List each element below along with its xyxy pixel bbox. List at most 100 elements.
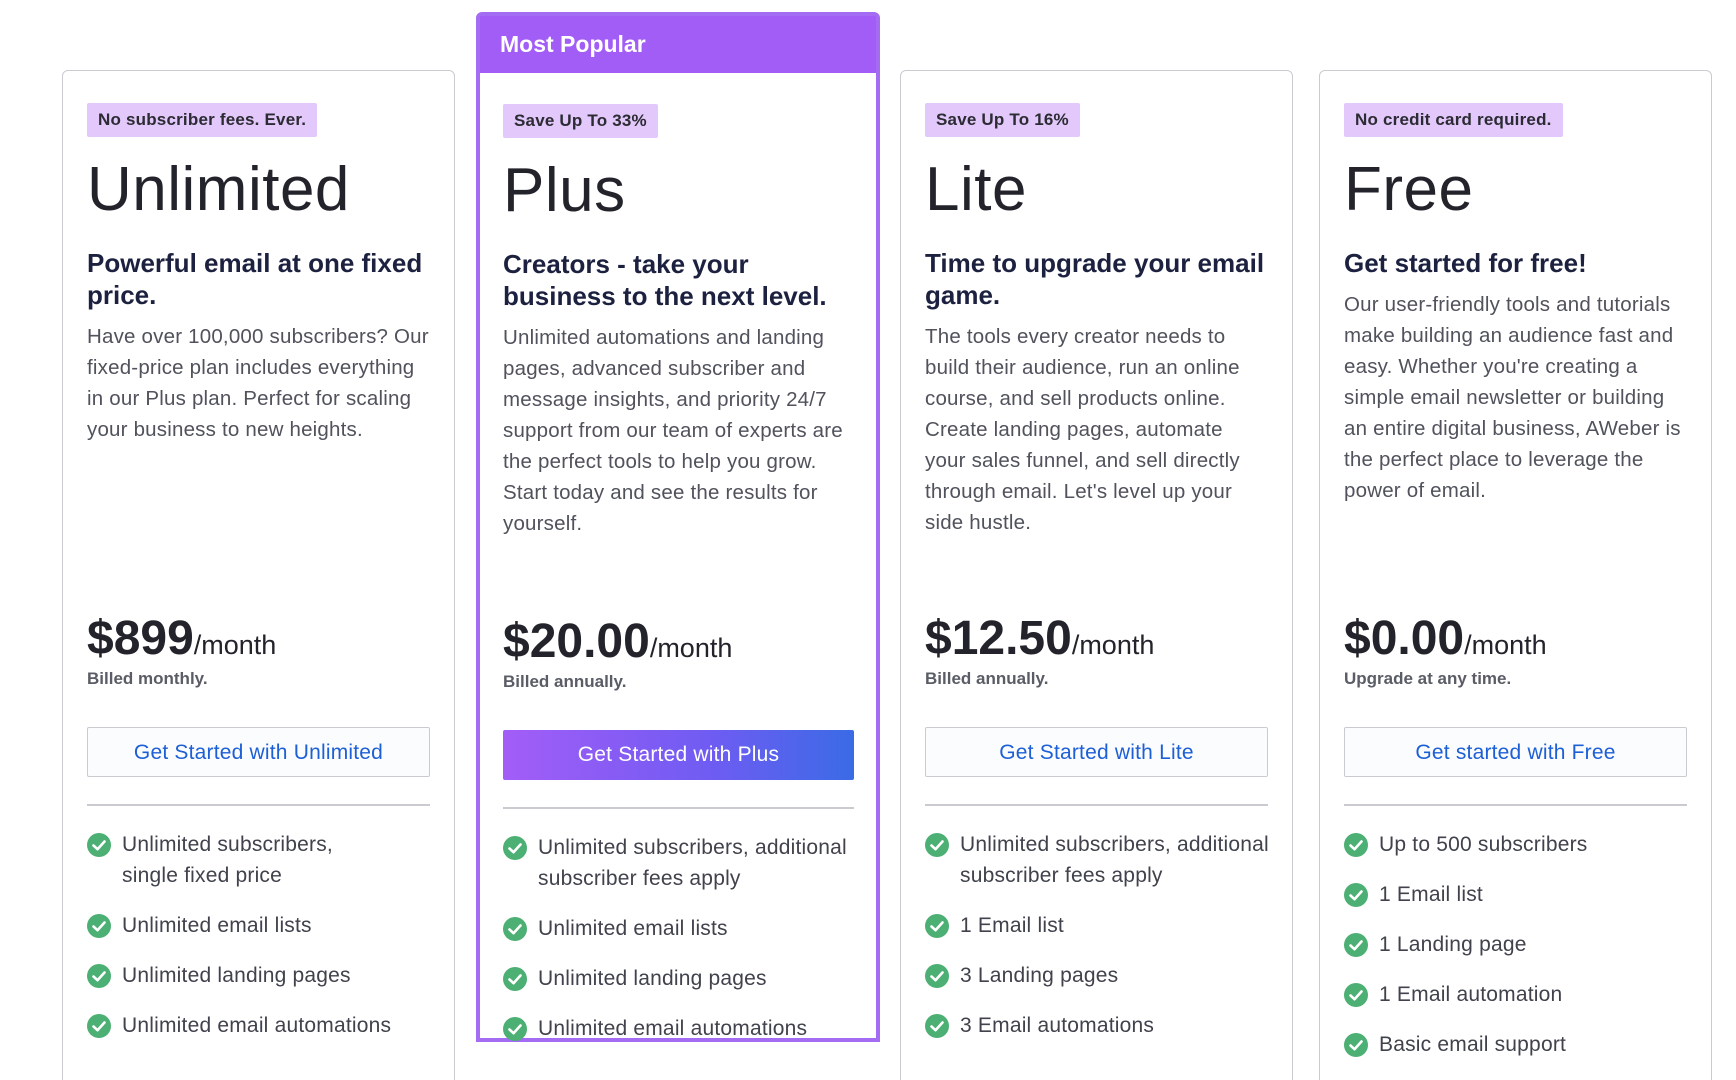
feature-item: 3 Landing pages bbox=[925, 960, 1282, 991]
get-started-lite-button[interactable]: Get Started with Lite bbox=[925, 727, 1268, 777]
feature-item: Unlimited subscribers, additional subscr… bbox=[925, 829, 1282, 891]
check-circle-icon bbox=[1344, 933, 1368, 957]
feature-label: 1 Landing page bbox=[1379, 933, 1527, 956]
plan-header: Save Up To 33% Plus Creators - take your… bbox=[503, 104, 854, 539]
check-circle-icon bbox=[87, 964, 111, 988]
divider bbox=[503, 807, 854, 809]
check-circle-icon bbox=[1344, 983, 1368, 1007]
feature-item: Unlimited subscribers, additional subscr… bbox=[503, 832, 866, 894]
feature-item: 1 Email list bbox=[1344, 879, 1701, 910]
plan-card-lite: Save Up To 16% Lite Time to upgrade your… bbox=[900, 70, 1293, 1080]
plan-badge: Save Up To 16% bbox=[925, 103, 1080, 137]
plan-name: Plus bbox=[503, 156, 626, 225]
feature-item: 1 Email list bbox=[925, 910, 1282, 941]
feature-item: 1 Landing page bbox=[1344, 929, 1701, 960]
feature-label: 3 Email automations bbox=[960, 1014, 1155, 1037]
check-circle-icon bbox=[503, 836, 527, 860]
plan-card-unlimited: No subscriber fees. Ever. Unlimited Powe… bbox=[62, 70, 455, 1080]
billing-note: Billed monthly. bbox=[87, 669, 208, 688]
feature-list: Unlimited subscribers, additional subscr… bbox=[925, 829, 1282, 1060]
check-circle-icon bbox=[925, 1014, 949, 1038]
price-period: /month bbox=[193, 630, 277, 660]
divider bbox=[1344, 804, 1687, 806]
feature-label: Unlimited email automations bbox=[122, 1014, 392, 1037]
feature-label: 1 Email list bbox=[960, 914, 1064, 937]
feature-label: 1 Email automation bbox=[1379, 983, 1563, 1006]
plan-name: Free bbox=[1344, 155, 1474, 224]
feature-label: Unlimited landing pages bbox=[122, 964, 351, 987]
feature-item: Unlimited email automations bbox=[87, 1010, 444, 1041]
plan-header: No subscriber fees. Ever. Unlimited Powe… bbox=[87, 103, 430, 445]
plan-tagline: Creators - take your business to the nex… bbox=[503, 249, 827, 311]
most-popular-banner: Most Popular bbox=[480, 16, 876, 73]
price-block: $20.00/month Billed annually. bbox=[503, 614, 854, 692]
check-circle-icon bbox=[503, 1017, 527, 1041]
plan-name: Unlimited bbox=[87, 155, 350, 224]
price-period: /month bbox=[1464, 630, 1547, 660]
check-circle-icon bbox=[925, 914, 949, 938]
feature-item: Unlimited email lists bbox=[503, 913, 866, 944]
get-started-free-button[interactable]: Get started with Free bbox=[1344, 727, 1687, 777]
feature-label: Unlimited subscribers, additional subscr… bbox=[538, 836, 847, 890]
get-started-unlimited-button[interactable]: Get Started with Unlimited bbox=[87, 727, 430, 777]
check-circle-icon bbox=[87, 1014, 111, 1038]
divider bbox=[87, 804, 430, 806]
feature-label: Unlimited subscribers, additional subscr… bbox=[960, 833, 1269, 887]
check-circle-icon bbox=[925, 833, 949, 857]
divider bbox=[925, 804, 1268, 806]
feature-item: 1 Email automation bbox=[1344, 979, 1701, 1010]
feature-label: Unlimited landing pages bbox=[538, 967, 767, 990]
plan-tagline: Powerful email at one fixed price. bbox=[87, 248, 423, 310]
check-circle-icon bbox=[503, 967, 527, 991]
feature-label: Unlimited email lists bbox=[122, 914, 312, 937]
plan-card-plus: Most Popular Save Up To 33% Plus Creator… bbox=[476, 12, 880, 1042]
plan-tagline: Time to upgrade your email game. bbox=[925, 248, 1265, 310]
feature-list: Unlimited subscribers, additional subscr… bbox=[503, 832, 866, 1063]
feature-label: Up to 500 subscribers bbox=[1379, 833, 1588, 856]
plan-name: Lite bbox=[925, 155, 1027, 224]
plan-header: Save Up To 16% Lite Time to upgrade your… bbox=[925, 103, 1268, 538]
plan-badge: No subscriber fees. Ever. bbox=[87, 103, 318, 137]
feature-item: Unlimited email lists bbox=[87, 910, 444, 941]
price-period: /month bbox=[649, 633, 733, 663]
price-block: $899/month Billed monthly. bbox=[87, 611, 430, 689]
check-circle-icon bbox=[87, 914, 111, 938]
check-circle-icon bbox=[503, 917, 527, 941]
plan-description: Our user-friendly tools and tutorials ma… bbox=[1344, 293, 1681, 502]
check-circle-icon bbox=[1344, 883, 1368, 907]
check-circle-icon bbox=[1344, 833, 1368, 857]
billing-note: Billed annually. bbox=[925, 669, 1049, 688]
get-started-plus-button[interactable]: Get Started with Plus bbox=[503, 730, 854, 780]
plan-price: $899 bbox=[87, 612, 194, 665]
plan-description: Have over 100,000 subscribers? Our fixed… bbox=[87, 325, 429, 441]
check-circle-icon bbox=[87, 833, 111, 857]
feature-label: Unlimited email lists bbox=[538, 917, 728, 940]
feature-item: Up to 500 subscribers bbox=[1344, 829, 1701, 860]
price-block: $0.00/month Upgrade at any time. bbox=[1344, 611, 1687, 689]
plan-price: $12.50 bbox=[925, 612, 1072, 665]
feature-item: Unlimited landing pages bbox=[87, 960, 444, 991]
check-circle-icon bbox=[1344, 1033, 1368, 1057]
feature-label: Unlimited subscribers, single fixed pric… bbox=[122, 833, 333, 887]
check-circle-icon bbox=[925, 964, 949, 988]
feature-item: Unlimited landing pages bbox=[503, 963, 866, 994]
plan-tagline: Get started for free! bbox=[1344, 248, 1587, 278]
billing-note: Billed annually. bbox=[503, 672, 627, 691]
feature-list: Up to 500 subscribers 1 Email list 1 Lan… bbox=[1344, 829, 1701, 1079]
plan-badge: No credit card required. bbox=[1344, 103, 1563, 137]
feature-item: Unlimited subscribers, single fixed pric… bbox=[87, 829, 444, 891]
billing-note: Upgrade at any time. bbox=[1344, 669, 1512, 688]
feature-label: 1 Email list bbox=[1379, 883, 1483, 906]
plan-badge: Save Up To 33% bbox=[503, 104, 658, 138]
feature-item: Basic email support bbox=[1344, 1029, 1701, 1060]
feature-list: Unlimited subscribers, single fixed pric… bbox=[87, 829, 444, 1060]
feature-label: 3 Landing pages bbox=[960, 964, 1119, 987]
plan-header: No credit card required. Free Get starte… bbox=[1344, 103, 1687, 506]
plan-description: Unlimited automations and landing pages,… bbox=[503, 326, 843, 535]
plan-price: $20.00 bbox=[503, 615, 650, 668]
plan-price: $0.00 bbox=[1344, 612, 1465, 665]
price-block: $12.50/month Billed annually. bbox=[925, 611, 1268, 689]
feature-label: Unlimited email automations bbox=[538, 1017, 808, 1040]
feature-item: 3 Email automations bbox=[925, 1010, 1282, 1041]
